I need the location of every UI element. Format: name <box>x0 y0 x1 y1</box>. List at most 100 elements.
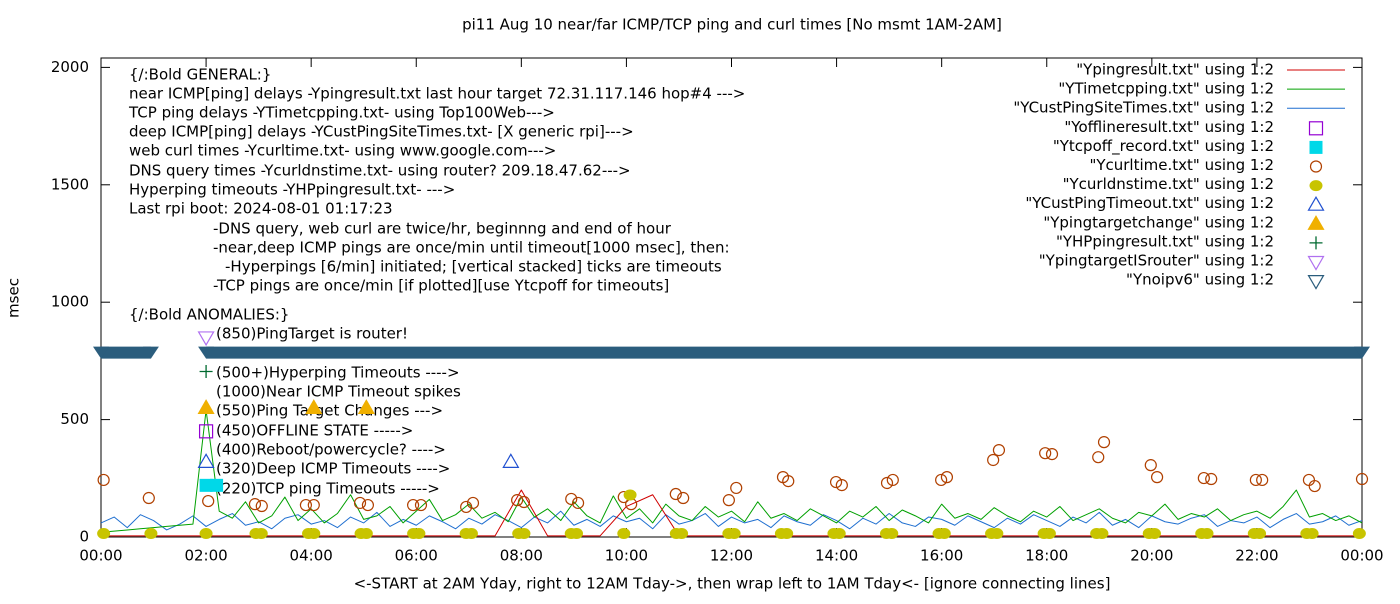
legend-label: "Ypingresult.txt" using 1:2 <box>1076 61 1274 79</box>
marker <box>1045 448 1059 461</box>
marker <box>142 491 155 505</box>
marker <box>97 473 110 487</box>
marker <box>832 527 846 539</box>
marker <box>199 364 213 378</box>
x-tick-label: 14:00 <box>815 547 858 565</box>
marker <box>1200 527 1214 539</box>
y-tick-label: 2000 <box>51 58 89 76</box>
marker <box>144 527 158 539</box>
marker <box>1249 473 1262 487</box>
marker <box>97 527 111 539</box>
marker <box>359 527 373 539</box>
annotation: (320)Deep ICMP Timeouts ----> <box>216 460 450 478</box>
marker <box>414 498 428 512</box>
marker <box>1307 275 1325 290</box>
marker <box>571 496 585 510</box>
marker <box>1253 527 1267 539</box>
annotation: (400)Reboot/powercycle? ----> <box>216 441 446 459</box>
y-tick-label: 500 <box>60 410 89 428</box>
marker <box>361 498 375 512</box>
legend-label: "Ytcpoff_record.txt" using 1:2 <box>1053 137 1274 156</box>
marker <box>1039 447 1052 460</box>
marker <box>1042 527 1056 539</box>
legend-label: "Yofflineresult.txt" using 1:2 <box>1064 118 1274 136</box>
marker <box>198 424 214 439</box>
marker <box>730 481 743 495</box>
legend-label: "YHPpingresult.txt" using 1:2 <box>1056 232 1274 250</box>
annotation: DNS query times -Ycurldnstime.txt- using… <box>129 162 631 180</box>
marker <box>412 527 426 539</box>
marker <box>1097 436 1111 449</box>
x-tick-label: 06:00 <box>395 547 438 565</box>
marker <box>517 527 531 539</box>
x-tick-label: 10:00 <box>605 547 648 565</box>
marker <box>1354 346 1370 359</box>
marker <box>511 494 524 507</box>
marker <box>210 478 224 492</box>
x-tick-label: 22:00 <box>1235 547 1278 565</box>
annotation: (550)Ping Target Changes ---> <box>216 402 443 420</box>
marker <box>1355 472 1369 486</box>
x-tick-label: 04:00 <box>290 547 333 565</box>
marker <box>142 346 159 359</box>
legend-label: "YCustPingTimeout.txt" using 1:2 <box>1025 194 1274 212</box>
marker <box>935 473 948 487</box>
marker <box>1150 471 1164 484</box>
legend-label: "YTimetcpping.txt" using 1:2 <box>1058 80 1274 98</box>
marker <box>199 478 213 492</box>
annotation: -Hyperpings [6/min] initiated; [vertical… <box>225 258 722 276</box>
marker <box>727 527 741 539</box>
marker <box>307 527 321 539</box>
annotation: (1000)Near ICMP Timeout spikes <box>216 383 461 401</box>
annotation: -TCP pings are once/min [if plotted][use… <box>213 277 669 295</box>
x-axis-label: <-START at 2AM Yday, right to 12AM Tday-… <box>354 575 1111 593</box>
marker <box>780 527 794 539</box>
marker <box>1309 236 1323 250</box>
marker <box>937 527 951 539</box>
marker <box>502 453 520 468</box>
x-tick-label: 00:00 <box>79 547 122 565</box>
series-line <box>100 409 1363 533</box>
marker <box>675 527 689 539</box>
marker <box>202 494 215 508</box>
marker <box>1352 527 1366 539</box>
marker <box>197 399 215 414</box>
marker <box>1307 195 1325 211</box>
annotation: (220)TCP ping Timeouts -----> <box>216 480 440 498</box>
marker <box>992 444 1006 457</box>
marker <box>197 331 215 347</box>
y-axis-label: msec <box>5 278 23 318</box>
annotation: Hyperping timeouts -YHPpingresult.txt- -… <box>129 181 455 199</box>
marker <box>1095 527 1109 539</box>
marker <box>940 471 954 484</box>
y-tick-label: 1500 <box>51 175 89 193</box>
annotation: near ICMP[ping] delays -Ypingresult.txt … <box>129 85 745 103</box>
y-tick-label: 0 <box>79 528 89 546</box>
chart-title: pi11 Aug 10 near/far ICMP/TCP ping and c… <box>462 16 1002 34</box>
marker <box>406 498 420 512</box>
x-tick-label: 02:00 <box>184 547 227 565</box>
marker <box>722 494 735 507</box>
annotation: web curl times -Ycurltime.txt- using www… <box>129 142 556 160</box>
annotation: (850)PingTarget is router! <box>216 325 408 343</box>
marker <box>1147 527 1161 539</box>
annotation: (450)OFFLINE STATE -----> <box>216 422 413 440</box>
annotation: Last rpi boot: 2024-08-01 01:17:23 <box>129 200 393 218</box>
marker <box>990 527 1004 539</box>
marker <box>1309 160 1323 173</box>
marker <box>677 491 690 505</box>
annotation: deep ICMP[ping] delays -YCustPingSiteTim… <box>129 123 634 141</box>
marker <box>623 489 637 501</box>
marker <box>565 492 578 506</box>
legend: "Ypingresult.txt" using 1:2"YTimetcpping… <box>1013 61 1345 289</box>
marker <box>1308 121 1324 136</box>
marker <box>353 496 367 510</box>
marker <box>466 496 480 510</box>
x-tick-label: 00:00 <box>1340 547 1383 565</box>
marker <box>669 487 682 501</box>
marker <box>1302 473 1316 487</box>
y-tick-label: 1000 <box>51 293 89 311</box>
marker <box>1307 215 1325 230</box>
